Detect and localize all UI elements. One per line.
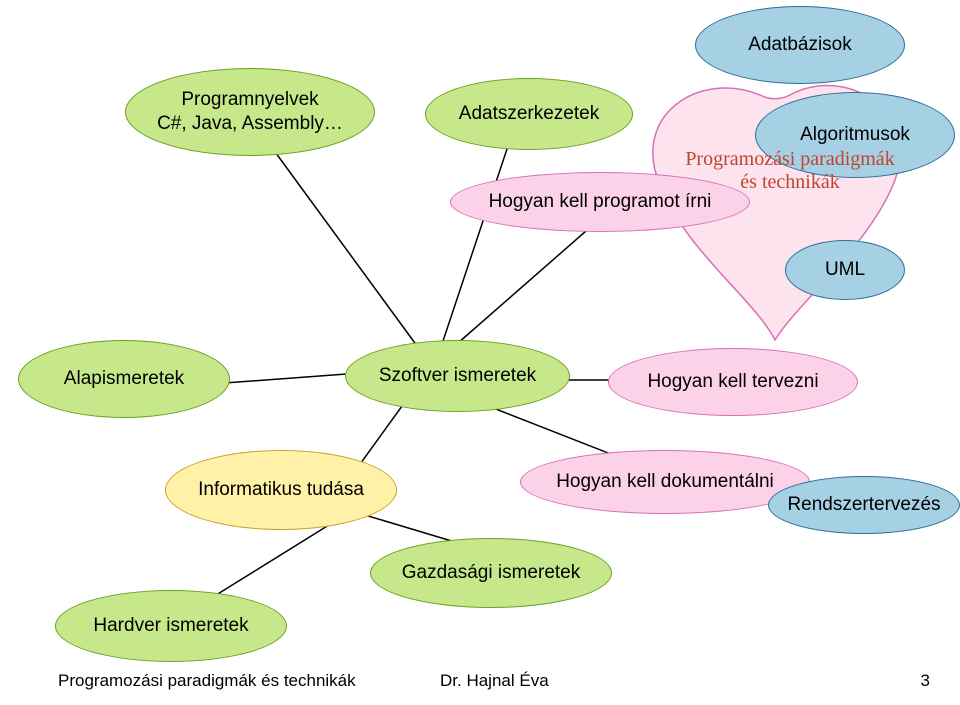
node-hardver: Hardver ismeretek xyxy=(55,590,287,662)
overlay-line1: Programozási paradigmák xyxy=(640,148,940,171)
overlay-line2: és technikák xyxy=(640,171,940,194)
node-szoftver: Szoftver ismeretek xyxy=(345,340,570,412)
footer-center: Dr. Hajnal Éva xyxy=(440,671,549,691)
node-alap: Alapismeretek xyxy=(18,340,230,418)
footer-page: 3 xyxy=(921,671,930,691)
node-uml: UML xyxy=(785,240,905,300)
node-informatikus: Informatikus tudása xyxy=(165,450,397,530)
node-adatszerk: Adatszerkezetek xyxy=(425,78,633,150)
node-programnyelvek: ProgramnyelvekC#, Java, Assembly… xyxy=(125,68,375,156)
diagram-canvas: AdatbázisokAlgoritmusokUMLProgramnyelvek… xyxy=(0,0,960,705)
footer-left: Programozási paradigmák és technikák xyxy=(58,671,356,691)
node-dokumentalni: Hogyan kell dokumentálni xyxy=(520,450,810,514)
node-rendszer: Rendszertervezés xyxy=(768,476,960,534)
node-adatbazisok: Adatbázisok xyxy=(695,6,905,84)
node-tervezni: Hogyan kell tervezni xyxy=(608,348,858,416)
paradigmak-overlay-text: Programozási paradigmák és technikák xyxy=(640,148,940,194)
node-gazdasagi: Gazdasági ismeretek xyxy=(370,538,612,608)
